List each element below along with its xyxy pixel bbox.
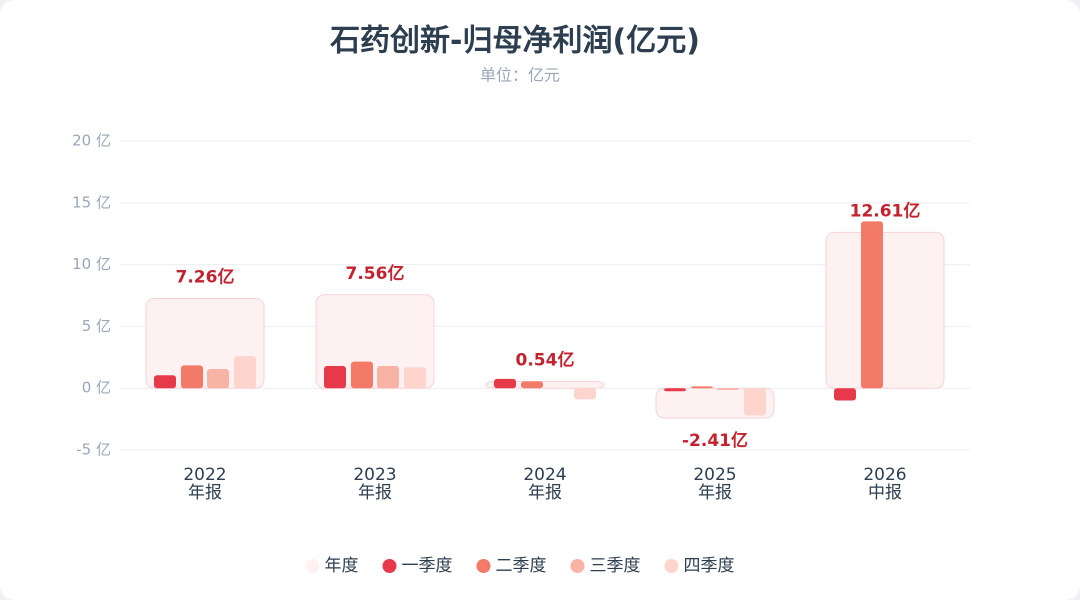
x-tick-label: 2022 — [183, 465, 226, 485]
quarter-bar — [691, 386, 713, 389]
quarter-bar — [377, 365, 399, 389]
quarter-bar — [574, 388, 596, 400]
quarter-bar — [717, 388, 739, 391]
y-tick-label: 20 亿 — [72, 132, 111, 150]
quarter-bar — [494, 378, 516, 389]
x-tick-sublabel: 中报 — [868, 483, 902, 503]
quarter-bar — [181, 365, 203, 389]
quarter-bar — [351, 361, 373, 389]
quarter-bar — [664, 388, 686, 392]
legend-swatch — [664, 559, 679, 573]
x-tick-sublabel: 年报 — [358, 483, 392, 503]
annual-box — [315, 294, 435, 389]
quarter-bar — [861, 221, 883, 389]
y-tick-label: 5 亿 — [82, 317, 111, 335]
y-tick-label: 10 亿 — [72, 255, 111, 273]
legend-swatch — [305, 559, 320, 573]
chart-title: 石药创新-归母净利润(亿元) — [329, 24, 700, 59]
value-label: 7.56亿 — [346, 263, 405, 284]
quarter-bar — [154, 375, 176, 389]
x-tick-label: 2026 — [863, 465, 906, 485]
quarter-bar — [324, 365, 346, 389]
value-label: 7.26亿 — [176, 266, 235, 287]
x-tick-sublabel: 年报 — [188, 483, 222, 503]
chart-subtitle: 单位：亿元 — [480, 66, 560, 85]
annual-box — [825, 231, 945, 389]
y-tick-label: 0 亿 — [82, 379, 111, 397]
value-label: 0.54亿 — [516, 350, 575, 371]
legend-label: 三季度 — [590, 556, 641, 576]
legend-swatch — [570, 559, 585, 573]
quarter-bar — [404, 367, 426, 389]
quarter-bar — [521, 381, 543, 389]
quarter-bar — [207, 369, 229, 389]
x-tick-label: 2024 — [523, 465, 566, 485]
y-tick-label: -5 亿 — [76, 441, 111, 459]
quarter-bar — [834, 388, 856, 401]
value-label: -2.41亿 — [682, 430, 748, 451]
x-tick-sublabel: 年报 — [528, 483, 562, 503]
legend-swatch — [476, 559, 491, 573]
legend-label: 一季度 — [402, 556, 453, 576]
legend-label: 四季度 — [684, 556, 735, 576]
quarter-bar — [744, 388, 766, 416]
x-tick-sublabel: 年报 — [698, 483, 732, 503]
x-tick-label: 2025 — [693, 465, 736, 485]
legend-label: 二季度 — [496, 556, 547, 576]
y-tick-label: 15 亿 — [72, 193, 111, 211]
value-label: 12.61亿 — [850, 200, 921, 221]
legend-swatch — [382, 559, 397, 573]
legend-label: 年度 — [325, 556, 359, 576]
x-tick-label: 2023 — [353, 465, 396, 485]
quarter-bar — [234, 356, 256, 389]
